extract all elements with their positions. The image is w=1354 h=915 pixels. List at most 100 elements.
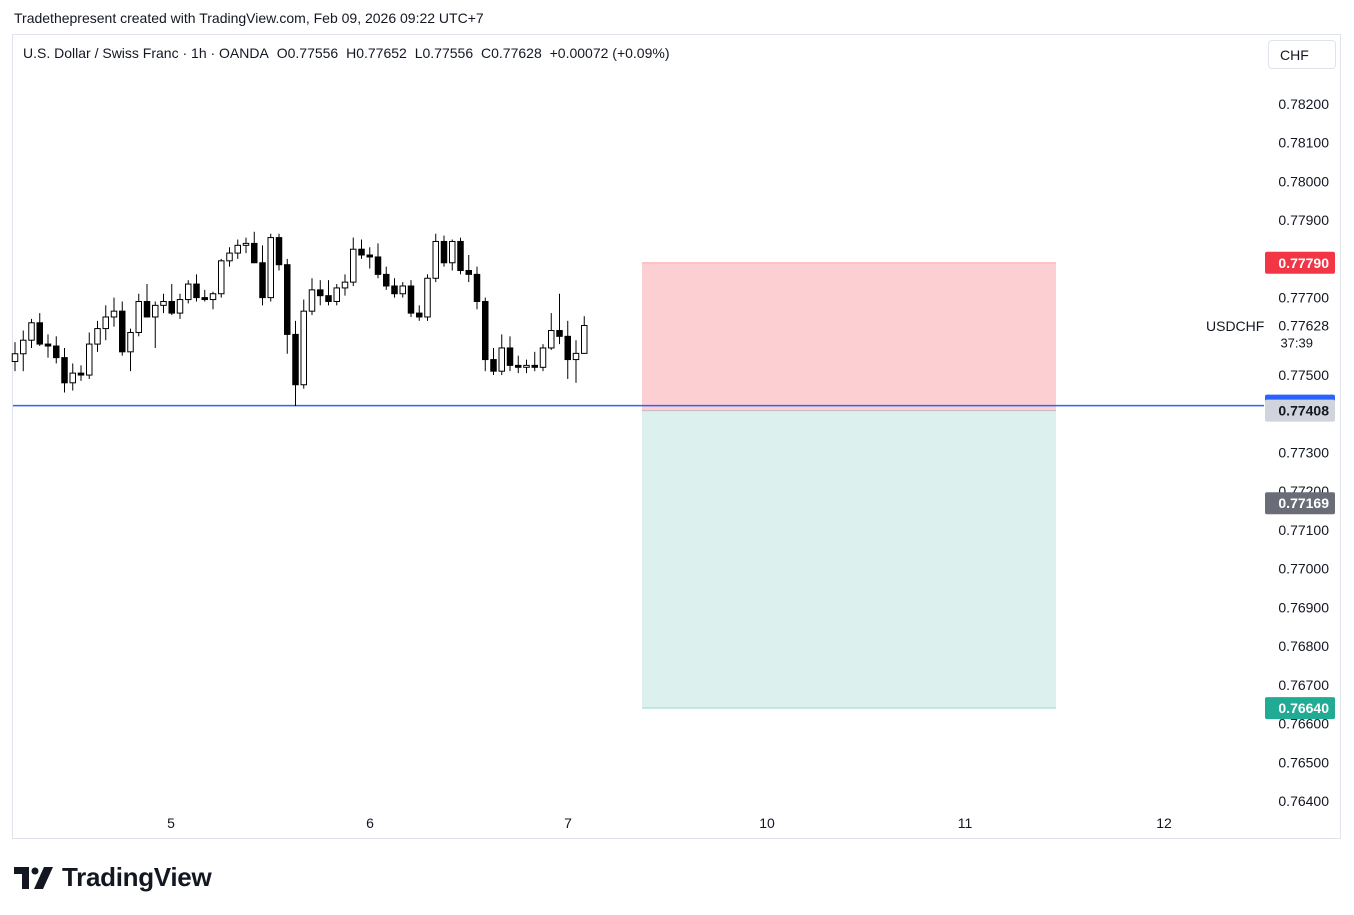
candle-body bbox=[267, 237, 274, 299]
price-tick-label: 0.77100 bbox=[1278, 522, 1329, 538]
gray-price-tag-bg bbox=[1265, 492, 1335, 515]
candle-body bbox=[490, 359, 497, 372]
candle-body bbox=[350, 248, 357, 283]
short-position-zones bbox=[642, 262, 1056, 709]
legend-high: H0.77652 bbox=[346, 45, 407, 61]
price-tick-label: 0.76600 bbox=[1278, 716, 1329, 732]
current-price-label: 0.77628 bbox=[1278, 317, 1329, 333]
currency-button[interactable]: CHF bbox=[1268, 40, 1336, 69]
price-tick-label: 0.76700 bbox=[1278, 677, 1329, 693]
chart-frame[interactable] bbox=[12, 34, 1341, 839]
candle-body bbox=[548, 330, 555, 349]
candle-body bbox=[160, 300, 167, 306]
symbol-legend: U.S. Dollar / Swiss Franc · 1h · OANDA O… bbox=[23, 45, 674, 61]
candle-body bbox=[176, 299, 184, 314]
price-tick-label: 0.76800 bbox=[1278, 638, 1329, 654]
candle-body bbox=[94, 328, 101, 345]
candle-body bbox=[308, 289, 316, 312]
candle-body bbox=[581, 324, 588, 354]
time-tick-label: 10 bbox=[759, 815, 775, 831]
candle-body bbox=[457, 240, 464, 272]
entry-price-tag-bg bbox=[1265, 399, 1335, 422]
legend-symbol: U.S. Dollar / Swiss Franc · 1h · OANDA bbox=[23, 45, 269, 61]
price-tick-label: 0.78200 bbox=[1278, 96, 1329, 112]
time-tick-label: 11 bbox=[958, 815, 973, 831]
candle-body bbox=[399, 285, 406, 295]
candle-body bbox=[292, 333, 299, 386]
candle-body bbox=[523, 364, 530, 368]
candle-body bbox=[391, 285, 398, 295]
candle-body bbox=[341, 281, 349, 289]
candle-body bbox=[226, 252, 233, 262]
price-tick-label: 0.78100 bbox=[1278, 135, 1329, 151]
candle-body bbox=[119, 310, 126, 353]
stop-loss-price-tag-bg bbox=[1265, 251, 1335, 274]
legend-close: C0.77628 bbox=[481, 45, 542, 61]
candle-body bbox=[432, 240, 439, 279]
price-axis: 0.78200 0.78100 0.78000 0.77900 0.77700 0.775… bbox=[1278, 96, 1329, 809]
take-profit-price-tag-bg bbox=[1265, 697, 1335, 720]
candle-body bbox=[424, 277, 431, 318]
bar-countdown-label: 37:39 bbox=[1280, 335, 1313, 350]
candle-body bbox=[465, 270, 472, 275]
candle-body bbox=[317, 289, 324, 297]
candle-body bbox=[440, 240, 448, 264]
legend-open: O0.77556 bbox=[276, 45, 339, 61]
stop-loss-price-tag: 0.77790 bbox=[1278, 255, 1329, 271]
candle-body bbox=[251, 242, 258, 264]
stop-loss-zone bbox=[642, 262, 1056, 411]
candle-body bbox=[193, 283, 200, 299]
candle-body bbox=[36, 322, 43, 345]
candle-body bbox=[242, 242, 250, 246]
candle-body bbox=[152, 304, 159, 318]
candle-body bbox=[135, 300, 142, 333]
price-tick-label: 0.77900 bbox=[1278, 212, 1329, 228]
candle-body bbox=[473, 273, 481, 302]
candle-body bbox=[143, 300, 151, 318]
candle-body bbox=[168, 300, 175, 314]
gray-price-tag: 0.77169 bbox=[1278, 495, 1329, 511]
candle-body bbox=[69, 372, 76, 384]
candle-body bbox=[325, 295, 332, 302]
candle-body bbox=[209, 293, 217, 301]
candle-body bbox=[284, 264, 291, 335]
tradingview-logo: TradingView bbox=[14, 862, 212, 893]
price-tick-label: 0.76500 bbox=[1278, 754, 1329, 770]
candle-body bbox=[185, 283, 192, 301]
time-tick-label: 7 bbox=[564, 815, 572, 831]
candle-body bbox=[259, 262, 266, 299]
price-tick-label: 0.77500 bbox=[1278, 367, 1329, 383]
candle-body bbox=[416, 312, 423, 318]
time-tick-label: 6 bbox=[366, 815, 374, 831]
candle-body bbox=[201, 297, 208, 301]
candle-body bbox=[86, 343, 93, 376]
time-tick-label: 12 bbox=[1156, 815, 1172, 831]
candle-body bbox=[44, 343, 52, 347]
tradingview-logo-icon bbox=[14, 866, 53, 889]
price-tick-label: 0.76400 bbox=[1278, 793, 1329, 809]
candle-body bbox=[358, 248, 365, 256]
candle-body bbox=[572, 352, 580, 361]
candle-body bbox=[531, 364, 538, 368]
candle-body bbox=[333, 287, 340, 302]
time-axis: 5 6 7 10 11 12 bbox=[167, 815, 1172, 831]
candle-body bbox=[506, 347, 514, 366]
price-tick-label: 0.77000 bbox=[1278, 561, 1329, 577]
price-tick-label: 0.77300 bbox=[1278, 445, 1329, 461]
candles-layer bbox=[11, 231, 588, 407]
price-tick-label: 0.78000 bbox=[1278, 173, 1329, 189]
candle-body bbox=[366, 254, 373, 258]
symbol-price-label: USDCHF bbox=[1206, 318, 1265, 334]
legend-change: +0.00072 (+0.09%) bbox=[549, 45, 670, 61]
candle-body bbox=[20, 339, 27, 355]
candle-body bbox=[539, 347, 547, 368]
take-profit-price-tag: 0.76640 bbox=[1278, 700, 1329, 716]
candle-body bbox=[556, 330, 563, 337]
candle-body bbox=[127, 331, 134, 353]
take-profit-zone bbox=[642, 410, 1056, 709]
candle-body bbox=[102, 316, 109, 330]
candle-body bbox=[77, 372, 85, 376]
candle-body bbox=[383, 273, 390, 287]
candle-body bbox=[218, 260, 225, 295]
